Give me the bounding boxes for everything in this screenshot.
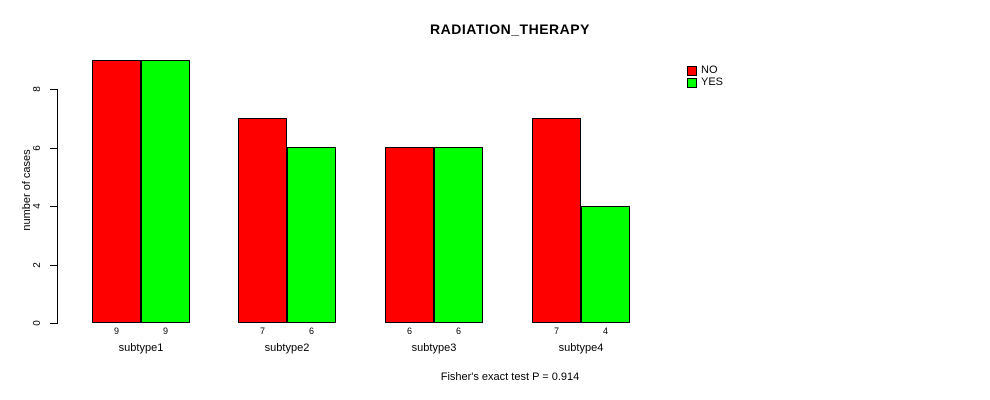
bar-count-label-yes-subtype3: 6 bbox=[455, 326, 462, 336]
bar-count-label-no-subtype2: 7 bbox=[259, 326, 266, 336]
y-axis-tick-label: 4 bbox=[32, 203, 43, 209]
y-axis-tick bbox=[50, 323, 57, 324]
fisher-test-annotation: Fisher's exact test P = 0.914 bbox=[440, 371, 580, 383]
bar-count-label-no-subtype3: 6 bbox=[406, 326, 413, 336]
y-axis-line bbox=[57, 89, 58, 324]
category-label-subtype3: subtype3 bbox=[411, 342, 457, 354]
bar-yes-subtype4 bbox=[581, 206, 630, 323]
bar-yes-subtype1 bbox=[141, 60, 190, 323]
y-axis-tick bbox=[50, 206, 57, 207]
y-axis-tick-label: 6 bbox=[32, 144, 43, 151]
y-axis-tick bbox=[50, 264, 57, 266]
chart-title: RADIATION_THERAPY bbox=[430, 21, 590, 37]
bar-count-label-no-subtype1: 9 bbox=[113, 326, 120, 336]
legend: NO YES bbox=[687, 65, 723, 89]
bar-no-subtype4 bbox=[532, 118, 581, 323]
bar-count-label-no-subtype4: 7 bbox=[553, 326, 560, 336]
category-label-subtype1: subtype1 bbox=[118, 342, 164, 354]
legend-row-yes: YES bbox=[687, 77, 723, 88]
legend-label-yes: YES bbox=[701, 76, 724, 88]
bar-count-label-yes-subtype2: 6 bbox=[308, 326, 315, 336]
y-axis-tick-label: 2 bbox=[32, 261, 43, 268]
category-label-subtype4: subtype4 bbox=[558, 342, 604, 354]
y-axis-tick-label: 8 bbox=[32, 86, 43, 92]
legend-label-no: NO bbox=[701, 64, 718, 76]
bar-count-label-yes-subtype4: 4 bbox=[602, 326, 609, 336]
legend-swatch-yes bbox=[687, 77, 697, 88]
bar-no-subtype3 bbox=[385, 147, 434, 323]
y-axis-tick bbox=[50, 89, 57, 90]
bar-no-subtype2 bbox=[238, 118, 287, 323]
bar-yes-subtype2 bbox=[287, 147, 336, 323]
category-label-subtype2: subtype2 bbox=[264, 342, 310, 354]
bar-count-label-yes-subtype1: 9 bbox=[162, 326, 169, 336]
y-axis-tick bbox=[50, 147, 57, 149]
y-axis-tick-label: 0 bbox=[32, 320, 43, 326]
legend-row-no: NO bbox=[687, 65, 723, 76]
legend-swatch-no bbox=[687, 65, 697, 76]
bar-no-subtype1 bbox=[92, 60, 141, 323]
y-axis-label: number of cases bbox=[21, 149, 33, 231]
bar-yes-subtype3 bbox=[434, 147, 483, 323]
